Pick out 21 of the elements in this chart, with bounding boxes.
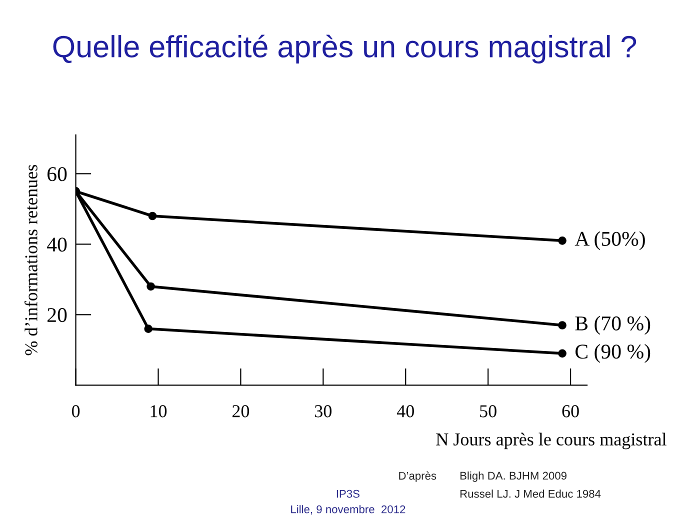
x-tick-label: 40 [396,405,414,418]
y-axis-title: % d’informations retenues [24,164,38,356]
series-label: A (50%) [574,231,645,250]
text: Bligh DA. BJHM 2009 [460,471,566,482]
text: Russel LJ. J Med Educ 1984 [460,490,601,498]
text: IP3S [336,490,360,498]
text: D’après [399,471,436,482]
x-tick-label: 0 [72,405,80,418]
x-tick-label: 20 [232,405,250,418]
series-label: C (90 %) [576,344,650,363]
x-tick-label: 60 [562,405,579,418]
y-tick-label: 60 [48,167,67,182]
chart-title: Quelle efficacité après un cours magistral ? [53,34,636,64]
y-tick-label: 20 [48,308,67,322]
x-tick-label: 10 [150,405,167,418]
x-axis-title: N Jours après le cours magistral [436,432,666,450]
y-tick-label: 40 [47,238,67,252]
text: Lille, 9 novembre 2012 [291,505,406,515]
series-label: B (70 %) [575,316,650,335]
x-tick-label: 50 [480,405,496,418]
x-tick-label: 30 [315,405,332,418]
